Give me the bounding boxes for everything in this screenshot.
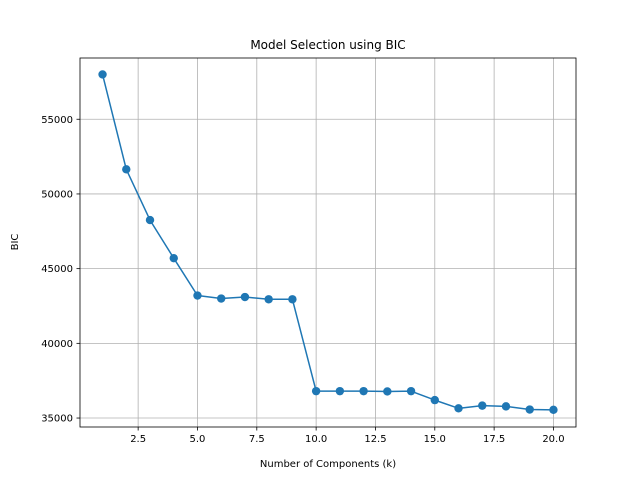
x-tick-label: 12.5 xyxy=(364,434,386,445)
plot-frame xyxy=(79,57,577,428)
data-point xyxy=(311,386,321,396)
grid-lines xyxy=(80,58,576,427)
x-axis-ticks: 2.5 5.0 7.5 10.0 12.5 15.0 17.5 20.0 xyxy=(130,427,565,445)
data-point xyxy=(217,294,226,303)
x-tick-label: 20.0 xyxy=(542,434,564,445)
x-axis-label: Number of Components (k) xyxy=(260,459,396,470)
data-point xyxy=(454,404,463,413)
y-axis-label: BIC xyxy=(10,234,21,251)
x-tick-label: 5.0 xyxy=(190,434,206,445)
data-point xyxy=(145,215,155,225)
x-tick-label: 15.0 xyxy=(424,434,446,445)
data-point xyxy=(240,292,250,302)
data-point xyxy=(501,402,511,411)
y-axis-ticks: 35000 40000 45000 50000 55000 xyxy=(41,115,80,425)
x-tick-label: 7.5 xyxy=(249,434,265,445)
y-tick-label: 45000 xyxy=(41,264,73,275)
x-tick-label: 10.0 xyxy=(305,434,327,445)
y-tick-label: 50000 xyxy=(41,189,73,200)
series-group xyxy=(98,70,558,415)
data-point xyxy=(122,165,131,174)
data-point xyxy=(359,386,368,396)
chart-title: Model Selection using BIC xyxy=(250,38,405,52)
data-point xyxy=(406,386,416,396)
y-tick-label: 35000 xyxy=(41,414,73,425)
y-tick-label: 40000 xyxy=(41,339,73,350)
data-point xyxy=(335,386,345,396)
data-point xyxy=(169,253,178,263)
x-tick-label: 2.5 xyxy=(130,434,146,445)
data-point xyxy=(193,291,202,300)
y-tick-label: 55000 xyxy=(41,115,73,126)
data-point xyxy=(288,295,297,304)
data-point xyxy=(98,70,107,79)
data-point xyxy=(525,405,534,414)
data-point xyxy=(549,405,558,415)
x-tick-label: 17.5 xyxy=(483,434,505,445)
data-point xyxy=(264,295,273,304)
data-point xyxy=(478,401,487,410)
data-point xyxy=(430,395,439,405)
data-point xyxy=(383,387,392,396)
